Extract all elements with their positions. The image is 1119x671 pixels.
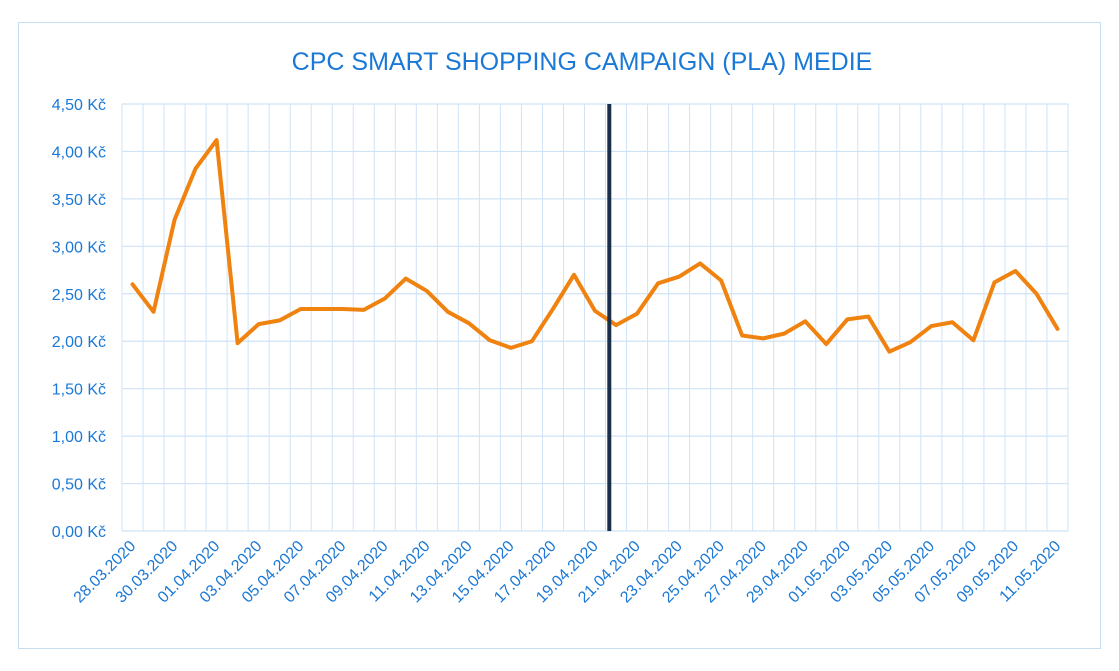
y-tick-label: 1,50 Kč [52, 382, 106, 399]
y-tick-label: 1,00 Kč [52, 429, 106, 446]
y-tick-label: 2,00 Kč [52, 334, 106, 351]
y-tick-label: 3,50 Kč [52, 192, 106, 209]
y-tick-label: 2,50 Kč [52, 287, 106, 304]
chart-title: CPC SMART SHOPPING CAMPAIGN (PLA) MEDIE [292, 48, 873, 76]
y-axis-ticks: 0,00 Kč 0,50 Kč 1,00 Kč 1,50 Kč 2,00 Kč 2,50 … [52, 97, 106, 541]
series-layer [130, 138, 1060, 354]
y-tick-label: 3,00 Kč [52, 239, 106, 256]
y-tick-label: 4,50 Kč [52, 97, 106, 114]
y-tick-label: 0,50 Kč [52, 477, 106, 494]
series-line [130, 138, 1060, 354]
x-axis-ticks: 28.03.202030.03.202001.04.202003.04.2020… [71, 538, 1065, 607]
grid-lines [121, 103, 1069, 532]
y-tick-label: 0,00 Kč [52, 524, 106, 541]
y-tick-label: 4,00 Kč [52, 144, 106, 161]
